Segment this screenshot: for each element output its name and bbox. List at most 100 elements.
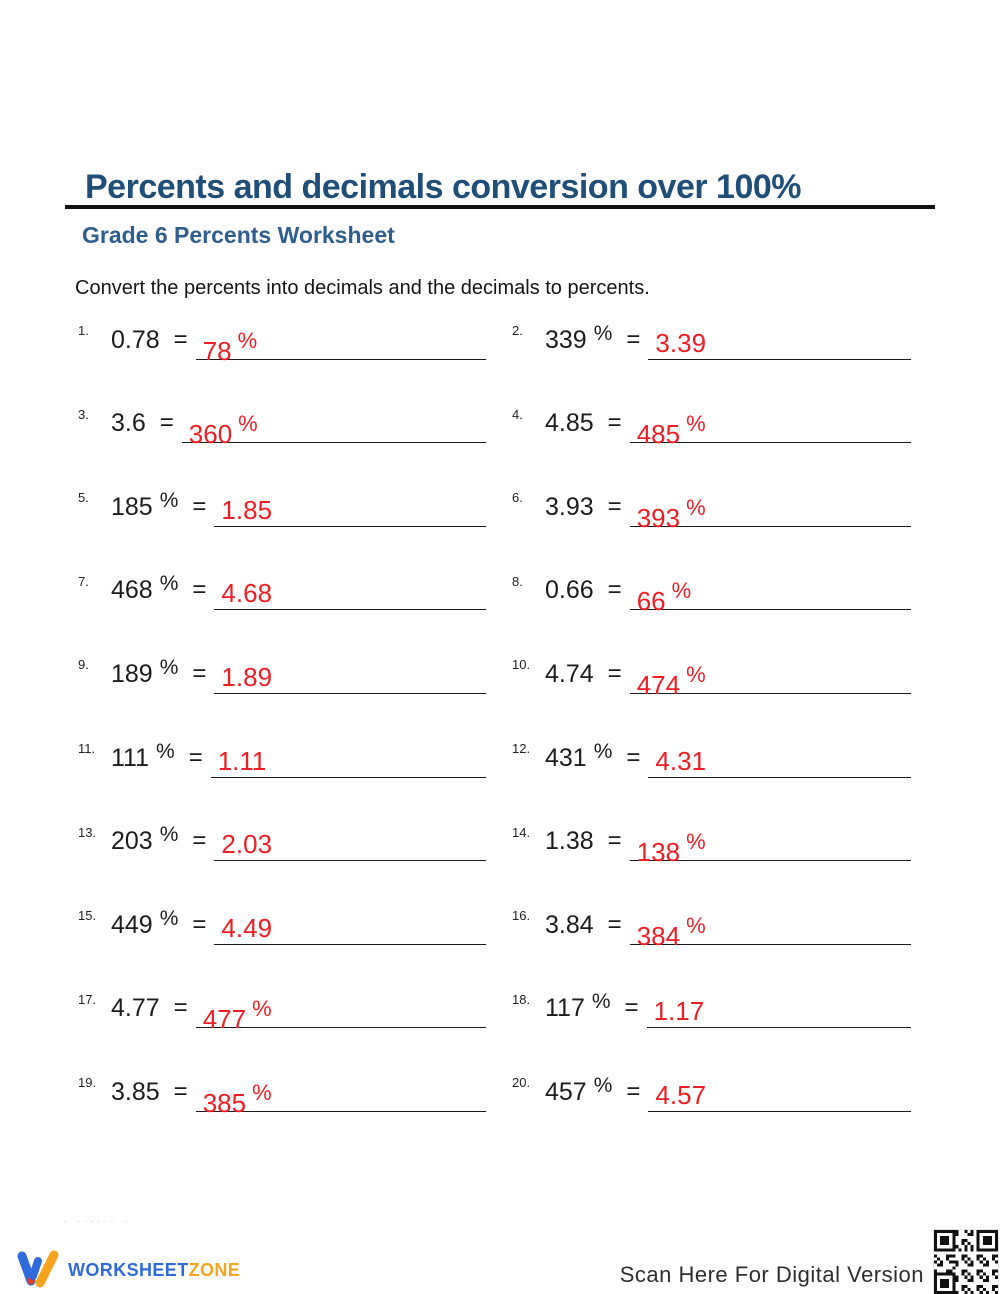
handwritten-answer: 78 % [202,329,257,366]
instruction-text: Convert the percents into decimals and t… [75,277,650,299]
question-value: 3.85 [111,1077,160,1106]
problem-row: 15. 449 % = 4.49 [75,881,500,965]
problem-row: 12. 431 % = 4.31 [500,714,925,798]
question-value: 3.84 [545,910,594,939]
handwritten-answer: 4.68 [221,580,272,606]
equals-sign: = [173,994,188,1022]
equals-sign: = [607,492,622,520]
page-subtitle: Grade 6 Percents Worksheet [82,222,395,248]
problem-number: 16. [512,908,531,924]
problem-number: 4. [512,406,523,422]
answer-value: 3.39 [655,327,707,358]
problem-row: 11. 111 % = 1.11 [75,714,500,798]
problem-number: 9. [78,657,89,673]
problem-number: 14. [512,824,531,840]
problem-row: 1. 0.78 = 78 % [75,296,500,380]
handwritten-answer: 360 % [188,413,258,450]
problem-number: 17. [78,991,97,1007]
question-percent-sign: % [593,739,613,763]
question-value: 185 [111,492,153,521]
problems-grid: 1. 0.78 = 78 % 2. 339 % = 3.39 [75,296,925,1132]
answer-percent-sign: % [686,494,706,520]
question-value: 449 [111,910,153,939]
equals-sign: = [192,827,207,855]
question-value: 4.85 [545,409,594,438]
equals-sign: = [192,492,207,520]
handwritten-answer: 4.57 [655,1082,706,1108]
question-value: 468 [111,576,153,605]
problem-row: 19. 3.85 = 385 % [75,1048,500,1132]
handwritten-answer: 1.85 [221,497,272,523]
equals-sign: = [173,1077,188,1105]
problem-row: 16. 3.84 = 384 % [500,881,925,965]
answer-line: 2.03 [214,819,486,862]
handwritten-answer: 485 % [637,413,706,448]
problem-number: 3. [78,406,89,422]
equals-sign: = [607,409,622,437]
answer-value: 66 [636,586,666,617]
answer-value: 1.11 [217,745,267,776]
answer-percent-sign: % [252,1079,272,1105]
equals-sign: = [607,827,622,855]
answer-value: 4.57 [655,1079,707,1110]
scan-here-label: Scan Here For Digital Version [619,1262,924,1287]
question-percent-sign: % [591,990,611,1014]
answer-percent-sign: % [237,327,258,353]
equals-sign: = [626,743,641,771]
answer-line: 4.31 [648,736,911,778]
problem-row: 13. 203 % = 2.03 [75,798,500,882]
fine-print: - ······ - [63,1218,131,1226]
answer-value: 1.89 [221,661,273,692]
handwritten-answer: 477 % [203,998,272,1033]
problem-row: 20. 457 % = 4.57 [500,1048,925,1132]
question-value: 457 [545,1077,587,1106]
problem-number: 6. [512,490,523,506]
problem-row: 14. 1.38 = 138 % [500,798,925,882]
question-value: 431 [545,743,587,772]
problem-number: 18. [512,991,531,1007]
problem-row: 18. 117 % = 1.17 [500,965,925,1049]
question-percent-sign: % [159,906,179,930]
answer-line: 78 % [195,318,486,364]
answer-line: 1.17 [646,986,911,1029]
question-value: 111 [111,743,150,772]
problem-number: 8. [512,573,523,589]
question-value: 117 [545,994,585,1023]
handwritten-answer: 3.39 [655,330,706,356]
problem-row: 9. 189 % = 1.89 [75,630,500,714]
equals-sign: = [159,409,174,437]
problem-number: 19. [78,1075,97,1091]
problem-number: 13. [78,824,97,840]
question-value: 0.66 [545,576,594,605]
equals-sign: = [192,659,207,687]
answer-line: 4.57 [648,1070,911,1112]
equals-sign: = [192,576,207,604]
problem-row: 2. 339 % = 3.39 [500,296,925,380]
problem-row: 4. 4.85 = 485 % [500,380,925,464]
problem-row: 8. 0.66 = 66 % [500,547,925,631]
answer-value: 360 [188,419,233,450]
answer-line: 485 % [629,401,911,447]
answer-value: 4.31 [655,745,707,776]
question-value: 4.77 [111,994,160,1023]
question-value: 4.74 [545,659,594,688]
question-percent-sign: % [593,321,613,345]
problem-number: 12. [512,740,531,756]
answer-line: 138 % [629,819,911,865]
answer-line: 384 % [629,903,911,949]
question-value: 339 [545,325,587,354]
answer-percent-sign: % [252,996,272,1022]
handwritten-answer: 1.11 [218,748,267,774]
answer-line: 3.39 [648,318,911,360]
logo-text-zone: ZONE [188,1259,241,1280]
answer-value: 384 [636,920,681,951]
answer-value: 78 [202,335,232,366]
title-underline [65,205,935,209]
question-percent-sign: % [593,1073,613,1097]
question-value: 1.38 [545,827,594,856]
answer-line: 474 % [629,652,911,698]
handwritten-answer: 384 % [636,914,706,951]
answer-value: 4.68 [221,578,273,609]
problem-number: 20. [512,1075,531,1091]
answer-percent-sign: % [671,578,692,604]
